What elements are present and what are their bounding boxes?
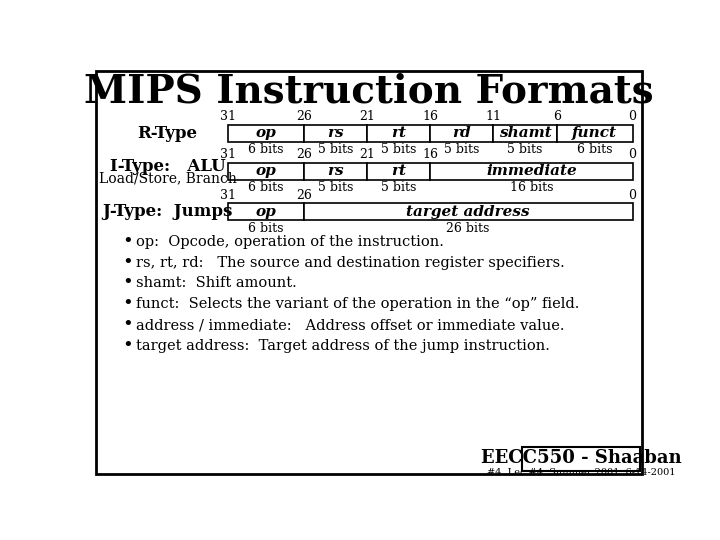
Text: op:  Opcode, operation of the instruction.: op: Opcode, operation of the instruction…	[137, 235, 444, 249]
Text: 26: 26	[296, 189, 312, 202]
Text: 5 bits: 5 bits	[508, 143, 543, 157]
Text: •: •	[122, 274, 132, 293]
Text: 5 bits: 5 bits	[444, 143, 480, 157]
Text: 0: 0	[629, 148, 636, 161]
Text: 31: 31	[220, 110, 236, 123]
Text: 26: 26	[296, 148, 312, 161]
Text: 21: 21	[359, 148, 375, 161]
Bar	[228, 163, 304, 179]
Text: MIPS Instruction Formats: MIPS Instruction Formats	[84, 73, 654, 111]
Text: op: op	[256, 126, 276, 140]
Text: funct:  Selects the variant of the operation in the “op” field.: funct: Selects the variant of the operat…	[137, 297, 580, 311]
Text: •: •	[122, 316, 132, 334]
Text: 6 bits: 6 bits	[248, 181, 284, 194]
Text: immediate: immediate	[486, 164, 577, 178]
Text: address / immediate:   Address offset or immediate value.: address / immediate: Address offset or i…	[137, 318, 565, 332]
Text: target address:  Target address of the jump instruction.: target address: Target address of the ju…	[137, 339, 550, 353]
Text: J-Type:  Jumps: J-Type: Jumps	[102, 204, 233, 220]
Text: rt: rt	[391, 164, 406, 178]
Text: 31: 31	[220, 189, 236, 202]
Text: 16 bits: 16 bits	[510, 181, 553, 194]
Text: •: •	[122, 233, 132, 251]
Text: rs: rs	[327, 126, 343, 140]
Bar	[431, 163, 632, 179]
Text: 6 bits: 6 bits	[248, 143, 284, 157]
Text: R-Type: R-Type	[138, 125, 197, 142]
Text: target address: target address	[406, 205, 530, 219]
Text: op: op	[256, 164, 276, 178]
Text: funct: funct	[572, 126, 617, 140]
Text: •: •	[122, 254, 132, 272]
Text: 21: 21	[359, 110, 375, 123]
Text: rs, rt, rd:   The source and destination register specifiers.: rs, rt, rd: The source and destination r…	[137, 255, 565, 269]
Text: 26 bits: 26 bits	[446, 222, 490, 235]
Text: 16: 16	[422, 148, 438, 161]
Text: Load/Store, Branch: Load/Store, Branch	[99, 171, 236, 185]
Text: rs: rs	[327, 164, 343, 178]
Text: 11: 11	[485, 110, 501, 123]
Text: 0: 0	[629, 110, 636, 123]
Text: op: op	[256, 205, 276, 219]
Text: #4  Lec #4  Summer 2001  6-14-2001: #4 Lec #4 Summer 2001 6-14-2001	[487, 468, 675, 477]
Bar	[431, 125, 493, 142]
Text: 5 bits: 5 bits	[381, 181, 416, 194]
Bar	[557, 125, 632, 142]
Text: 6: 6	[553, 110, 561, 123]
Text: EECC550 - Shaaban: EECC550 - Shaaban	[481, 449, 682, 467]
Text: I-Type:   ALU: I-Type: ALU	[109, 158, 225, 175]
Text: 5 bits: 5 bits	[381, 143, 416, 157]
Bar	[523, 448, 640, 470]
Text: 26: 26	[296, 110, 312, 123]
Bar	[493, 125, 557, 142]
Bar	[304, 163, 367, 179]
Text: shamt:  Shift amount.: shamt: Shift amount.	[137, 276, 297, 291]
Text: shamt: shamt	[499, 126, 552, 140]
Bar	[304, 204, 632, 220]
Text: 5 bits: 5 bits	[318, 143, 353, 157]
Bar	[367, 125, 431, 142]
Text: 6 bits: 6 bits	[248, 222, 284, 235]
Bar	[304, 125, 367, 142]
Text: •: •	[122, 295, 132, 313]
Text: 5 bits: 5 bits	[318, 181, 353, 194]
Bar	[228, 125, 304, 142]
Text: rt: rt	[391, 126, 406, 140]
Bar	[228, 204, 304, 220]
Text: 6 bits: 6 bits	[577, 143, 612, 157]
Text: rd: rd	[452, 126, 471, 140]
Bar	[367, 163, 431, 179]
Text: 0: 0	[629, 189, 636, 202]
Text: •: •	[122, 337, 132, 355]
Text: 31: 31	[220, 148, 236, 161]
Text: 16: 16	[422, 110, 438, 123]
